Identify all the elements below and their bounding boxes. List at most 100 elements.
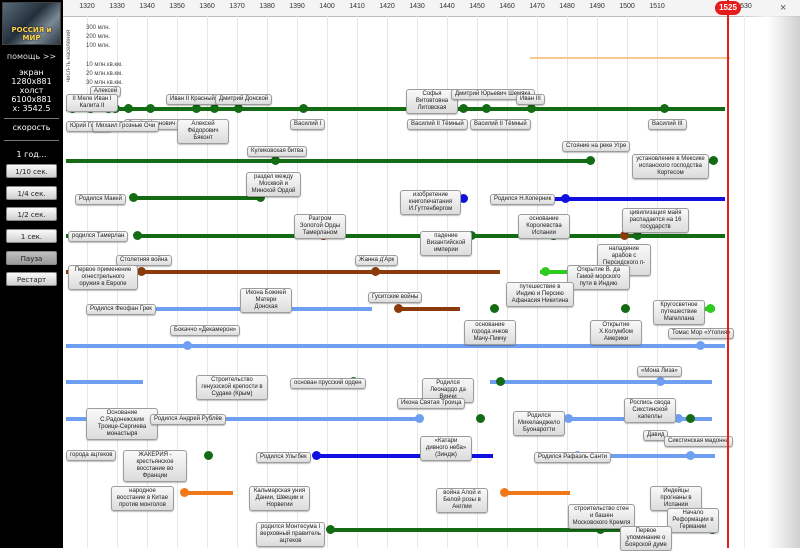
event-dot[interactable] (415, 414, 424, 423)
event-label[interactable]: изобретение книгопечатания И.Гуттенберго… (400, 190, 461, 215)
event-dot[interactable] (696, 341, 705, 350)
speed-button-quarter[interactable]: 1/4 сек. (6, 186, 57, 200)
event-dot[interactable] (674, 414, 683, 423)
event-label[interactable]: Стояние на реке Угре (562, 141, 631, 152)
close-icon[interactable]: × (780, 2, 787, 14)
event-label[interactable]: родился Тамерлан (68, 231, 129, 242)
event-label[interactable]: «Катари дивного неба» (Зиндж) (420, 436, 472, 461)
event-label[interactable]: Михаил Грозные Очи (92, 121, 160, 132)
event-label[interactable]: Родился Микеланджело Буонаротти (513, 411, 565, 436)
event-label[interactable]: Василий I (290, 119, 326, 130)
event-label[interactable]: Томас Мор «Утопия» (668, 328, 735, 339)
event-label[interactable]: Давид (643, 430, 669, 441)
event-dot[interactable] (326, 525, 335, 534)
event-label[interactable]: Родился Макей (75, 194, 126, 205)
event-label[interactable]: Куликовская битва (247, 146, 308, 157)
event-label[interactable]: Икона Святая Троица (397, 398, 466, 409)
event-label[interactable]: Сикстинская мадонна (664, 436, 734, 447)
event-dot[interactable] (656, 377, 665, 386)
event-label[interactable]: падение Византийской империи (420, 231, 472, 256)
event-dot[interactable] (482, 104, 491, 113)
event-dot[interactable] (541, 267, 550, 276)
event-dot[interactable] (312, 451, 321, 460)
event-label[interactable]: цивилизация майя распадается на 16 госуд… (622, 208, 689, 233)
event-dot[interactable] (527, 104, 536, 113)
event-dot[interactable] (621, 304, 630, 313)
event-dot[interactable] (137, 267, 146, 276)
event-label[interactable]: Алексей Фёдорович Бяконт (177, 119, 229, 144)
event-dot[interactable] (706, 304, 715, 313)
event-dot[interactable] (371, 267, 380, 276)
event-label[interactable]: Софья Витовтовна Литовская (406, 89, 458, 114)
event-label[interactable]: Родился Андрей Рублёв (150, 414, 226, 425)
event-label[interactable]: Иван III (516, 94, 545, 105)
event-dot[interactable] (204, 451, 213, 460)
event-dot[interactable] (146, 104, 155, 113)
event-label[interactable]: основание города инков Мачу-Пикчу (464, 320, 516, 345)
event-label[interactable]: Роспись свода Сикстинской капеллы (624, 398, 676, 423)
event-dot[interactable] (496, 377, 505, 386)
event-label[interactable]: II Меле Иван I Калита II (66, 94, 118, 112)
event-label[interactable]: строительство стен и башен Московского К… (568, 504, 635, 529)
event-label[interactable]: Икона Божией Матери Донская (240, 288, 292, 313)
event-label[interactable]: Столетняя война (116, 255, 172, 266)
event-label[interactable]: родился Монтесума I верховный правитель … (256, 522, 325, 547)
event-label[interactable]: Родился Н.Коперник (490, 194, 556, 205)
event-dot[interactable] (234, 104, 243, 113)
event-label[interactable]: Родился Ульгбек (256, 452, 311, 463)
event-dot[interactable] (476, 414, 485, 423)
event-dot[interactable] (686, 451, 695, 460)
event-label[interactable]: Василий III (648, 119, 687, 130)
event-dot[interactable] (180, 488, 189, 497)
event-label[interactable]: раздел между Москвой и Минской Ордой (246, 172, 301, 197)
event-label[interactable]: Первое применение огнестрельного оружия … (68, 265, 138, 290)
event-label[interactable]: Открытие X.Колумбом Америки (590, 320, 642, 345)
event-dot[interactable] (596, 525, 605, 534)
event-dot[interactable] (586, 156, 595, 165)
event-dot[interactable] (183, 341, 192, 350)
restart-button[interactable]: Рестарт (6, 272, 57, 286)
event-dot[interactable] (133, 231, 142, 240)
event-label[interactable]: Гуситские войны (368, 292, 423, 303)
event-dot[interactable] (394, 304, 403, 313)
speed-button-tenth[interactable]: 1/10 сек. (6, 164, 57, 178)
event-dot[interactable] (500, 488, 509, 497)
event-label[interactable]: Строительство генуэзской крепости в Суда… (196, 375, 268, 400)
event-label[interactable]: Первое упоминание о Боярской думе (620, 526, 672, 551)
event-label[interactable]: города ацтеков (66, 450, 117, 461)
event-label[interactable]: Иван II Красный (166, 94, 219, 105)
event-dot[interactable] (660, 104, 669, 113)
event-dot[interactable] (299, 104, 308, 113)
event-label[interactable]: Бокаччо «Декамерон» (170, 325, 241, 336)
event-label[interactable]: установление в Мексике испанского господ… (632, 154, 709, 179)
event-label[interactable]: Дмитрий Донской (215, 94, 273, 105)
help-link[interactable]: помощь >> (6, 52, 57, 61)
event-label[interactable]: Начало Реформации в Германии (667, 508, 719, 533)
event-dot[interactable] (129, 193, 138, 202)
event-dot[interactable] (459, 104, 468, 113)
speed-button-half[interactable]: 1/2 сек. (6, 207, 57, 221)
event-dot[interactable] (620, 231, 629, 240)
event-label[interactable]: Родился Феофан Грек (86, 304, 156, 315)
event-label[interactable]: Кальмарская уния Дании, Швеции и Норвеги… (249, 486, 310, 511)
event-label[interactable]: путешествие в Индию и Персию Афанасия Ни… (506, 282, 574, 307)
event-label[interactable]: Кругосветное путешествие Магеллана (653, 300, 705, 325)
event-label[interactable]: Разгром Золотой Орды Тамерланом (294, 214, 346, 239)
event-label[interactable]: основан прусский орден (290, 378, 366, 389)
event-dot[interactable] (124, 104, 133, 113)
event-label[interactable]: Василий II Тёмный (407, 119, 468, 130)
event-label[interactable]: «Мона Лиза» (637, 366, 682, 377)
event-dot[interactable] (271, 156, 280, 165)
speed-button-one[interactable]: 1 сек. (6, 229, 57, 243)
event-label[interactable]: Открытие В. да Гамой морского пути в Инд… (567, 265, 630, 290)
event-dot[interactable] (686, 414, 695, 423)
event-label[interactable]: ЖАКЕРИЯ - крестьянское восстание во Фран… (123, 450, 187, 482)
event-dot[interactable] (633, 231, 642, 240)
event-dot[interactable] (490, 304, 499, 313)
event-label[interactable]: Жанна д'Арк (355, 255, 399, 266)
event-label[interactable]: Василий II Тёмный (470, 119, 531, 130)
pause-button[interactable]: Пауза (6, 251, 57, 265)
event-dot[interactable] (564, 414, 573, 423)
event-label[interactable]: Индейцы прогнаны в Испании (650, 486, 702, 511)
event-dot[interactable] (459, 194, 468, 203)
